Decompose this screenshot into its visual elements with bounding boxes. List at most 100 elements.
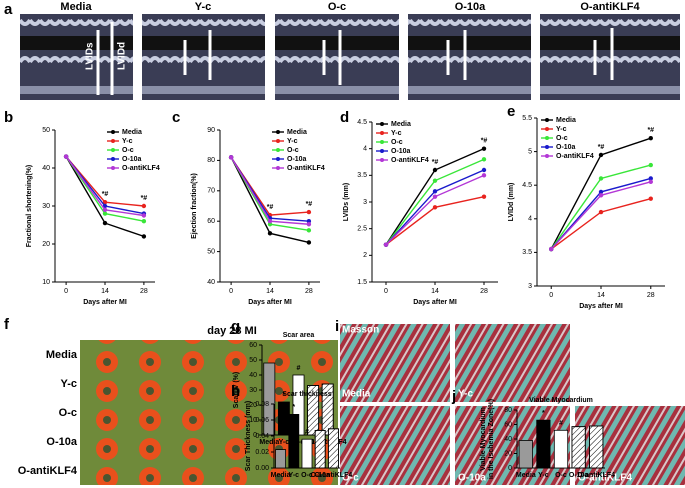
y-axis-label: LVIDs (mm) bbox=[343, 183, 350, 221]
echo-image bbox=[142, 14, 265, 100]
data-point bbox=[648, 162, 653, 168]
legend-label: O-antiKLF4 bbox=[122, 165, 160, 172]
bar bbox=[536, 419, 551, 469]
echo-label: O-c bbox=[328, 1, 346, 13]
legend-label: Y-c bbox=[122, 138, 133, 145]
panel-letter: a bbox=[4, 1, 13, 18]
data-point bbox=[432, 205, 438, 210]
data-point bbox=[102, 220, 108, 226]
x-tick-label: 14 bbox=[266, 288, 274, 295]
masson-image bbox=[455, 406, 570, 485]
panel-letter: c bbox=[172, 109, 180, 126]
legend-marker bbox=[111, 148, 115, 152]
heart-row-label: O-antiKLF4 bbox=[18, 465, 78, 477]
legend-label: Y-c bbox=[287, 138, 298, 145]
echo-image bbox=[275, 14, 399, 100]
y-tick-label: 40 bbox=[249, 372, 257, 379]
legend-marker bbox=[111, 139, 115, 143]
legend-marker bbox=[545, 136, 549, 140]
legend-label: O-10a bbox=[391, 148, 411, 155]
echo-image bbox=[408, 14, 531, 100]
x-tick-label: 14 bbox=[597, 292, 605, 299]
data-point bbox=[267, 222, 273, 227]
y-tick-label: 0.00 bbox=[255, 465, 269, 472]
data-point bbox=[481, 146, 487, 151]
legend-label: Media bbox=[391, 121, 411, 128]
y-tick-label: 4.5 bbox=[357, 119, 367, 126]
x-tick-label: 28 bbox=[480, 288, 488, 295]
annotation: # bbox=[305, 429, 309, 436]
x-tick-label: Media bbox=[271, 472, 291, 479]
masson-label: Media bbox=[342, 389, 371, 400]
panel-letter: j bbox=[451, 388, 456, 405]
annotation: *# bbox=[306, 201, 313, 208]
x-tick-label: O-antiKLF4 bbox=[309, 439, 347, 446]
series-line bbox=[385, 195, 485, 246]
legend-marker bbox=[545, 154, 549, 158]
x-tick-label: O-antiKLF4 bbox=[315, 472, 353, 479]
bar-hatch bbox=[571, 426, 586, 469]
legend-label: O-c bbox=[556, 135, 568, 142]
y-axis-label: ScarLV (%) bbox=[233, 372, 240, 408]
x-axis-label: Days after MI bbox=[248, 299, 292, 306]
y-axis-label: Viable Myocardium bbox=[480, 407, 487, 471]
masson-label: Y-c bbox=[458, 389, 473, 400]
x-tick-label: O-c bbox=[301, 472, 313, 479]
y-tick-label: 0.06 bbox=[255, 417, 269, 424]
y-tick-label: 20 bbox=[249, 402, 257, 409]
y-tick-label: 3 bbox=[363, 199, 367, 206]
bar bbox=[275, 449, 287, 469]
data-point bbox=[102, 200, 108, 205]
legend-label: O-antiKLF4 bbox=[391, 157, 429, 164]
data-point bbox=[306, 219, 312, 224]
heart-row-label: O-c bbox=[59, 407, 77, 419]
x-tick-label: 28 bbox=[305, 288, 313, 295]
data-point bbox=[141, 234, 147, 239]
y-tick-label: 40 bbox=[42, 165, 50, 172]
heart-title: day 28 MI bbox=[207, 325, 257, 337]
bar-hatch bbox=[314, 429, 326, 469]
x-tick-label: 28 bbox=[140, 288, 148, 295]
heart-row-label: Media bbox=[46, 349, 78, 361]
legend-marker bbox=[276, 130, 280, 134]
data-point bbox=[598, 152, 604, 158]
legend-label: Y-c bbox=[556, 126, 567, 133]
legend-marker bbox=[380, 149, 384, 153]
y-tick-label: 4 bbox=[528, 216, 532, 223]
x-tick-label: 14 bbox=[101, 288, 109, 295]
y-tick-label: 0.04 bbox=[255, 433, 269, 440]
x-tick-label: 0 bbox=[549, 292, 553, 299]
y-tick-label: 0.02 bbox=[255, 449, 269, 456]
y-tick-label: 70 bbox=[207, 188, 215, 195]
legend-label: Media bbox=[122, 129, 142, 136]
x-axis-label: Days after MI bbox=[83, 299, 127, 306]
legend-marker bbox=[111, 157, 115, 161]
y-tick-label: 0.08 bbox=[255, 401, 269, 408]
data-point bbox=[481, 157, 487, 162]
data-point bbox=[383, 242, 389, 247]
x-tick-label: O-10a bbox=[310, 472, 330, 479]
data-point bbox=[63, 154, 69, 159]
x-tick-label: O-c bbox=[555, 472, 567, 479]
y-tick-label: 10 bbox=[42, 279, 50, 286]
data-point bbox=[102, 211, 108, 216]
x-tick-label: Y-c bbox=[289, 472, 300, 479]
annotation: # bbox=[559, 420, 563, 427]
data-point bbox=[648, 196, 653, 201]
y-tick-label: 20 bbox=[504, 450, 512, 457]
data-point bbox=[598, 189, 604, 195]
x-axis-label: Days after MI bbox=[579, 303, 623, 310]
masson-image bbox=[455, 324, 570, 402]
y-tick-label: 0 bbox=[253, 432, 257, 439]
data-point bbox=[141, 203, 147, 209]
annotation: * bbox=[283, 392, 286, 399]
y-tick-label: 1.5 bbox=[357, 279, 367, 286]
heart-row-label: O-10a bbox=[46, 436, 77, 448]
legend-marker bbox=[276, 157, 280, 161]
bar-hatch bbox=[327, 428, 339, 469]
data-point bbox=[598, 176, 604, 181]
legend-label: O-10a bbox=[556, 144, 576, 151]
x-tick-label: O-10a bbox=[569, 472, 589, 479]
y-tick-label: 3 bbox=[528, 283, 532, 290]
legend-marker bbox=[276, 166, 280, 170]
